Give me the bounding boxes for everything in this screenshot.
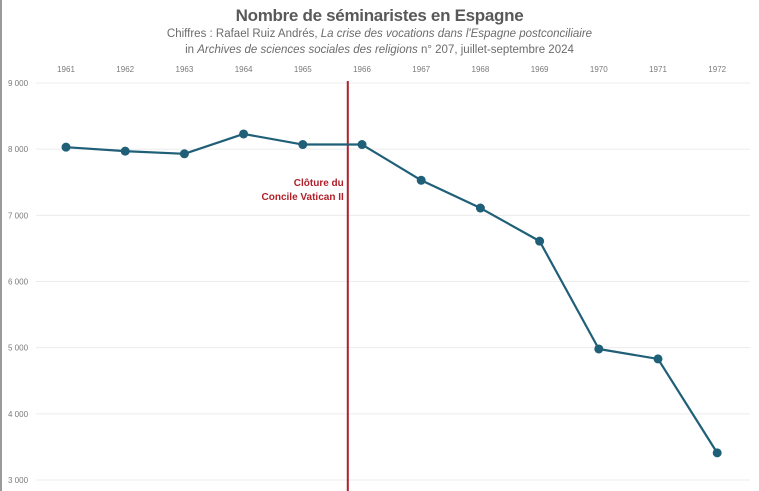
x-tick-label: 1968 bbox=[472, 65, 490, 74]
chart-title: Nombre de séminaristes en Espagne bbox=[235, 6, 524, 25]
x-tick-label: 1964 bbox=[235, 65, 253, 74]
x-tick-label: 1965 bbox=[294, 65, 312, 74]
chart-subtitle-line-2: in Archives de sciences sociales des rel… bbox=[0, 44, 759, 56]
x-tick-label: 1962 bbox=[116, 65, 134, 74]
subtitle-text: Chiffres : Rafael Ruiz Andrés, bbox=[166, 28, 321, 40]
data-point bbox=[61, 142, 71, 152]
x-tick-label: 1971 bbox=[649, 65, 667, 74]
data-point bbox=[357, 140, 367, 150]
subtitle-italic: Archives de sciences sociales des religi… bbox=[197, 44, 418, 56]
y-tick-label: 7 000 bbox=[8, 211, 29, 220]
y-tick-label: 6 000 bbox=[8, 278, 29, 287]
y-tick-label: 3 000 bbox=[8, 476, 29, 485]
x-tick-label: 1972 bbox=[708, 65, 726, 74]
x-tick-label: 1967 bbox=[412, 65, 430, 74]
data-point bbox=[120, 146, 130, 156]
data-point bbox=[653, 354, 663, 364]
subtitle-italic: La crise des vocations dans l'Espagne po… bbox=[320, 28, 593, 40]
chart-subtitle-line-1: Chiffres : Rafael Ruiz Andrés, La crise … bbox=[0, 28, 759, 40]
subtitle-text: n° 207, juillet-septembre 2024 bbox=[417, 44, 574, 56]
data-point bbox=[179, 149, 189, 159]
left-border bbox=[0, 0, 2, 491]
data-point bbox=[298, 140, 308, 150]
data-point bbox=[594, 344, 604, 354]
x-tick-label: 1969 bbox=[531, 65, 549, 74]
y-tick-label: 8 000 bbox=[8, 145, 29, 154]
data-point bbox=[239, 129, 249, 139]
y-tick-label: 9 000 bbox=[8, 79, 29, 88]
data-point bbox=[712, 448, 722, 458]
y-tick-label: 5 000 bbox=[8, 344, 29, 353]
data-point bbox=[535, 236, 545, 246]
series-line bbox=[65, 132, 719, 454]
x-tick-label: 1963 bbox=[176, 65, 194, 74]
x-tick-label: 1966 bbox=[353, 65, 371, 74]
annotation-label: Clôture du bbox=[294, 178, 344, 189]
y-tick-label: 4 000 bbox=[8, 410, 29, 419]
annotation-label: Concile Vatican II bbox=[262, 192, 344, 203]
x-tick-label: 1970 bbox=[590, 65, 608, 74]
x-tick-label: 1961 bbox=[57, 65, 75, 74]
subtitle-text: in bbox=[185, 44, 198, 56]
data-point bbox=[416, 175, 426, 185]
data-point bbox=[475, 203, 485, 213]
